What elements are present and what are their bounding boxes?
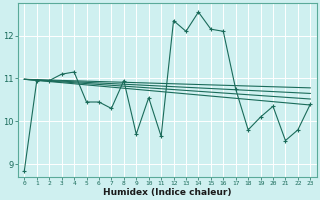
X-axis label: Humidex (Indice chaleur): Humidex (Indice chaleur) bbox=[103, 188, 232, 197]
